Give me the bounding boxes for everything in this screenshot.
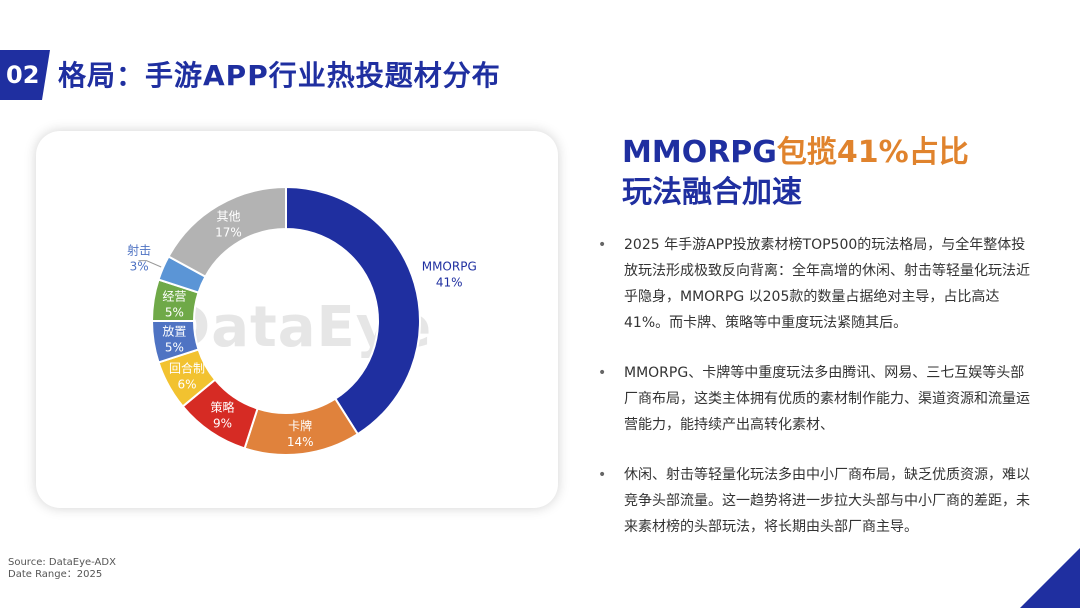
- slice-label: 放置: [162, 324, 186, 339]
- source-note: Source: DataEye-ADX Date Range：2025: [8, 557, 116, 581]
- slice-label: 其他: [216, 210, 240, 224]
- slice-label: 策略: [210, 399, 234, 414]
- donut-chart: MMORPG 41% 卡牌 14% 策略 9% 回合制 6% 放置 5% 经营 5% 射击 3% 其他 17%: [127, 185, 477, 456]
- slice-label: 射击: [127, 242, 151, 257]
- source-text: Source: DataEye-ADX: [8, 557, 116, 568]
- headline-accent: 包揽41%占比: [776, 135, 969, 170]
- slice-label: MMORPG: [422, 260, 477, 274]
- headline-subtitle: 玩法融合加速: [622, 175, 802, 210]
- bullet-list: 2025 年手游APP投放素材榜TOP500的玩法格局，与全年整体投放玩法形成极…: [598, 232, 1038, 564]
- slice-label: 卡牌: [288, 419, 312, 433]
- section-badge: 02: [0, 50, 50, 100]
- bullet-item: MMORPG、卡牌等中重度玩法多由腾讯、网易、三七互娱等头部厂商布局，这类主体拥…: [598, 360, 1038, 438]
- bullet-item: 2025 年手游APP投放素材榜TOP500的玩法格局，与全年整体投放玩法形成极…: [598, 232, 1038, 336]
- date-range-text: Date Range：2025: [8, 569, 103, 580]
- slice-percent: 5%: [165, 305, 184, 319]
- slice-percent: 5%: [165, 341, 184, 355]
- bullet-item: 休闲、射击等轻量化玩法多由中小厂商布局，缺乏优质资源，难以竞争头部流量。这一趋势…: [598, 462, 1038, 540]
- slice-percent: 6%: [177, 377, 196, 391]
- section-number: 02: [6, 61, 40, 89]
- headline-highlight: MMORPG: [622, 135, 777, 170]
- chart-card: DataEye MMORPG 41% 卡牌 14% 策略 9% 回合制 6% 放置 5% 经营 5% 射…: [36, 131, 558, 508]
- donut-slice-7: [167, 185, 287, 279]
- headline: MMORPG包揽41%占比 玩法融合加速: [622, 133, 969, 213]
- slice-percent: 41%: [436, 276, 463, 290]
- slice-percent: 9%: [213, 416, 232, 430]
- slice-percent: 3%: [130, 259, 149, 273]
- slice-percent: 14%: [287, 435, 314, 449]
- slice-percent: 17%: [215, 226, 242, 240]
- donut-slice-0: [285, 185, 421, 436]
- slice-label: 经营: [162, 289, 186, 303]
- slice-label: 回合制: [169, 360, 205, 375]
- page-title: 格局：手游APP行业热投题材分布: [58, 59, 501, 92]
- leader-line: [138, 260, 162, 268]
